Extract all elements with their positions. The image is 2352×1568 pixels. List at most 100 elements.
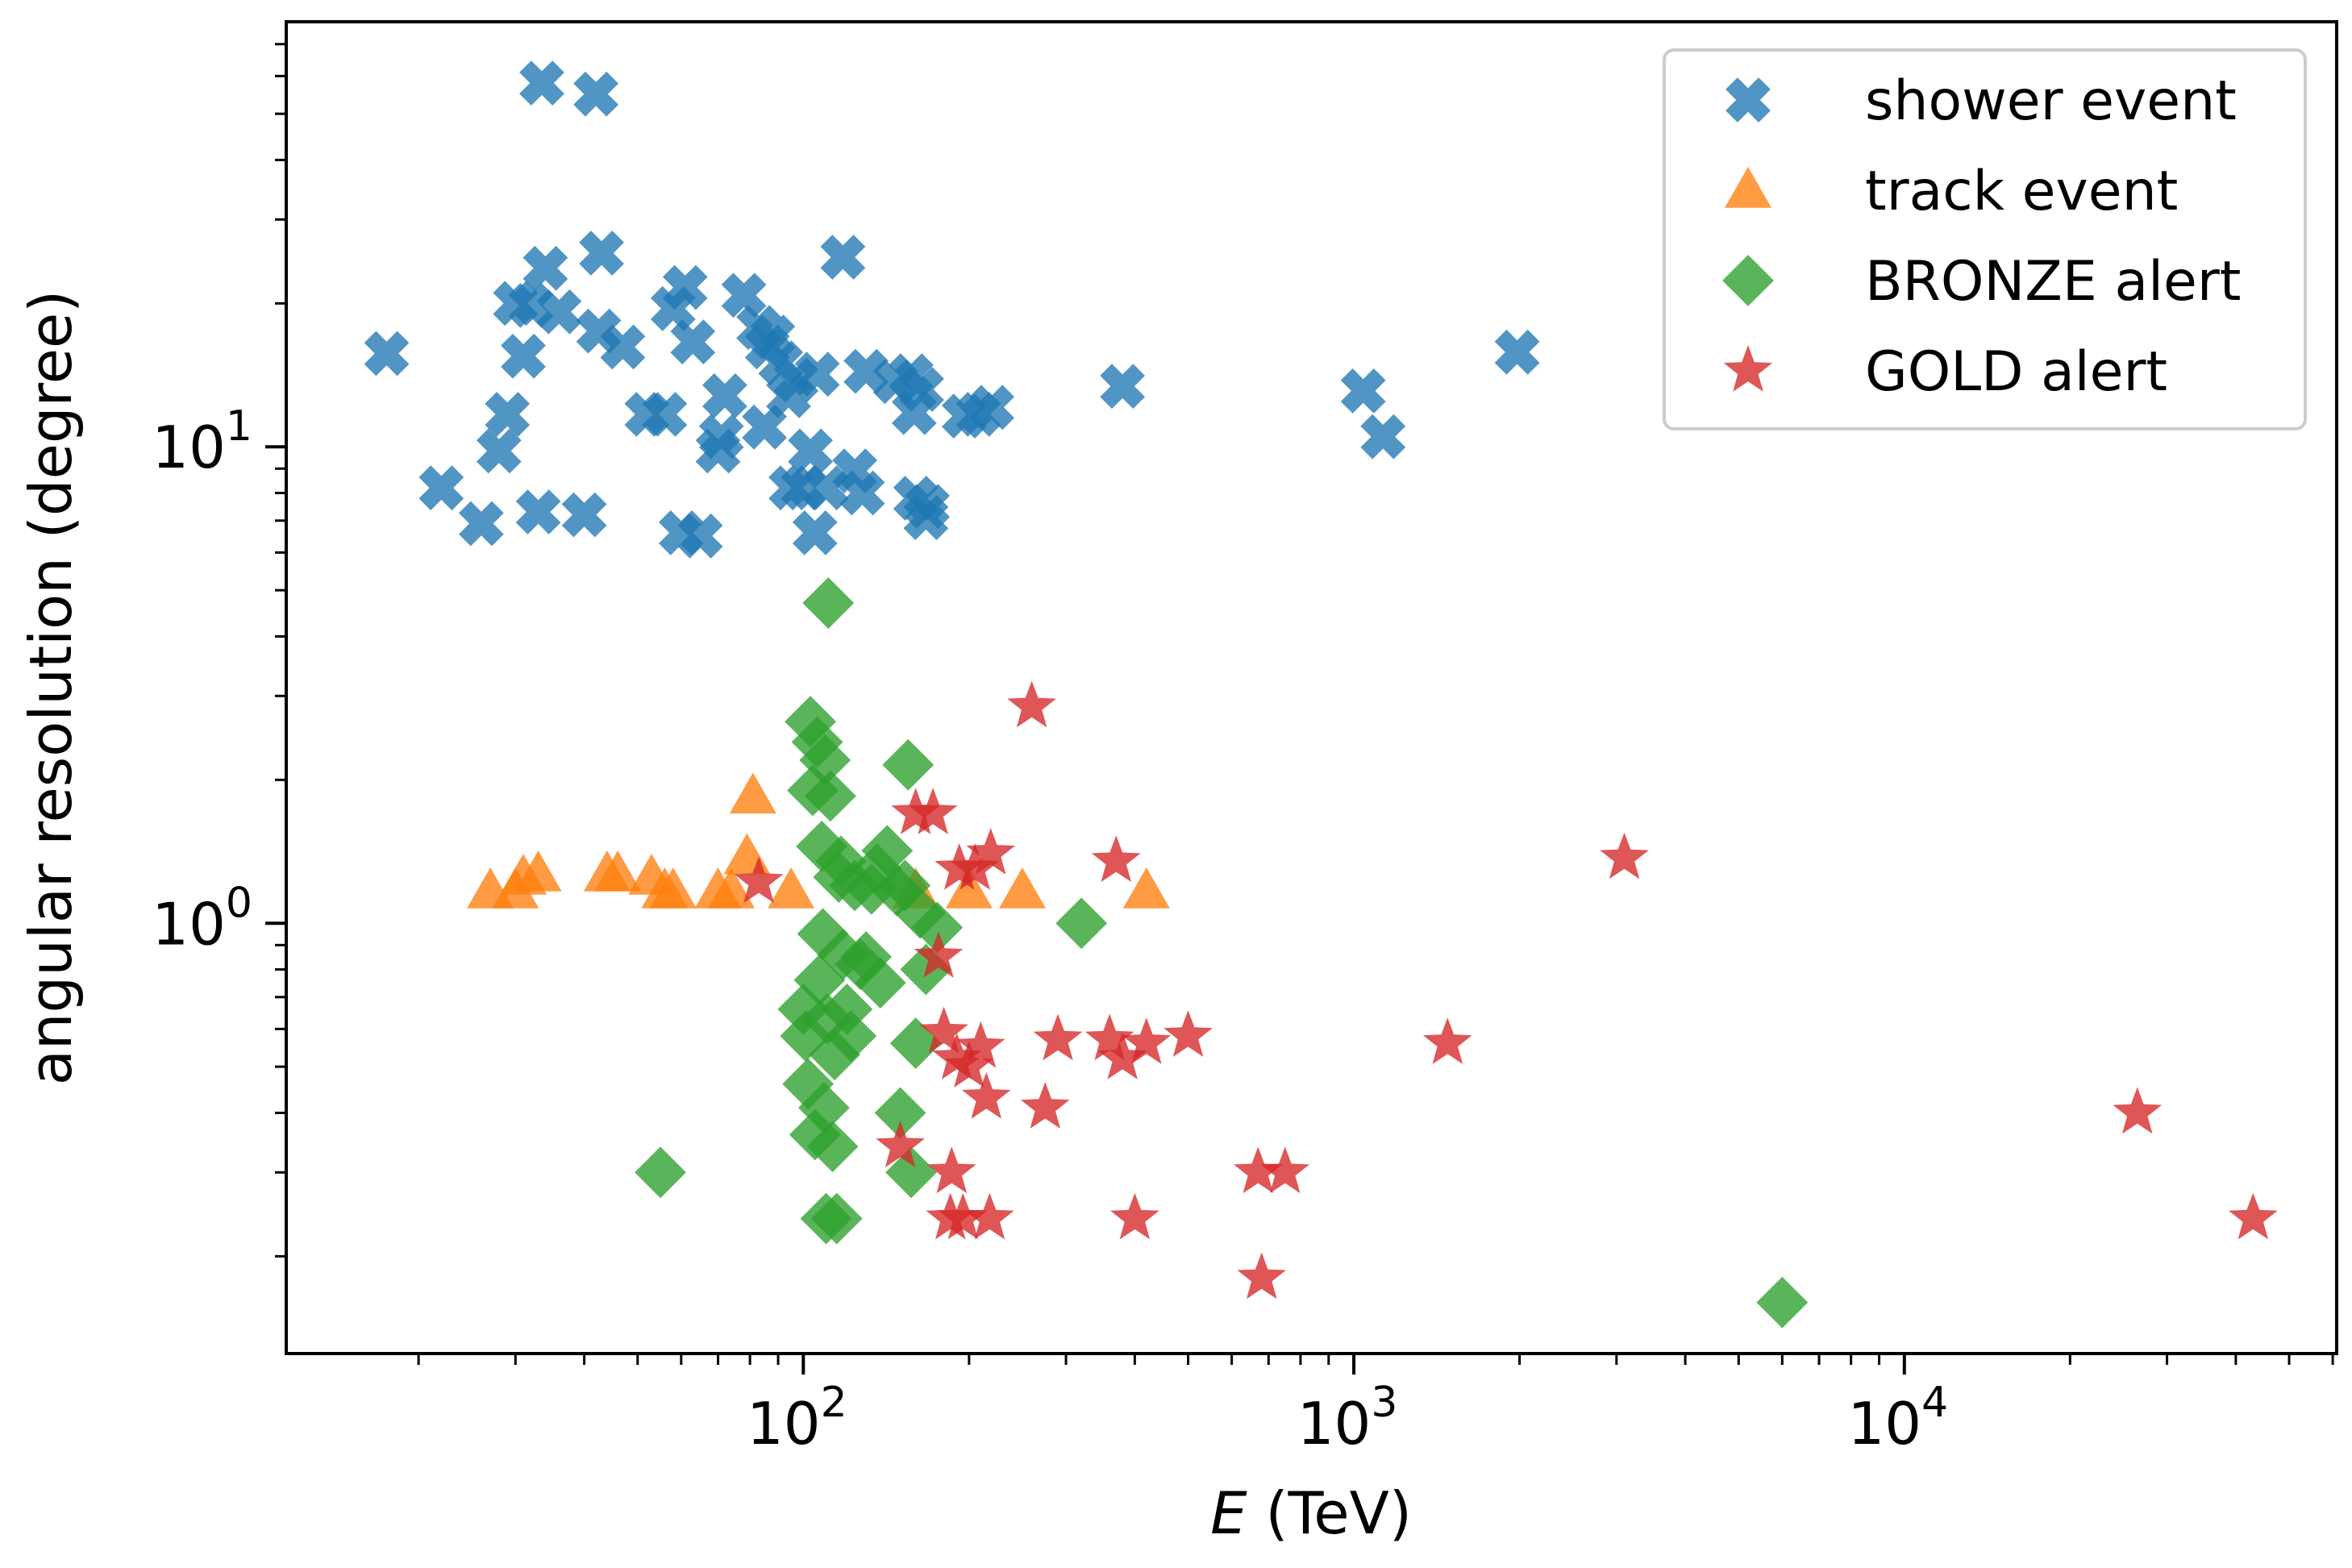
point-diamond-40 (911, 901, 964, 954)
point-x-12 (561, 492, 607, 538)
point-triangle-5 (594, 850, 642, 892)
point-star-17 (1007, 680, 1056, 728)
point-star-27 (1237, 1252, 1286, 1300)
point-diamond-23 (821, 984, 873, 1035)
point-x-6 (501, 333, 546, 379)
point-triangle-13 (768, 867, 815, 909)
legend-entry: GOLD alert (1723, 340, 2167, 404)
point-star-4 (914, 931, 964, 978)
point-x-22 (670, 319, 716, 364)
point-diamond-35 (882, 738, 935, 791)
point-star-0 (734, 856, 784, 903)
point-star-32 (2229, 1192, 2278, 1240)
point-star-13 (956, 1021, 1005, 1068)
point-triangle-10 (708, 867, 756, 909)
point-diamond-3 (782, 1058, 835, 1110)
point-star-12 (950, 843, 1000, 890)
point-x-16 (600, 324, 646, 370)
point-star-1 (876, 1121, 925, 1167)
point-triangle-3 (514, 850, 562, 892)
point-x-2 (459, 501, 504, 547)
point-x-49 (899, 367, 944, 412)
point-star-18 (1020, 1082, 1070, 1129)
point-x-41 (820, 235, 866, 280)
point-diamond-6 (789, 1108, 841, 1161)
x-axis-variable: E (1210, 1479, 1247, 1547)
point-triangle-15 (945, 867, 993, 909)
point-diamond-34 (879, 859, 931, 912)
x-axis-label: E (TeV) (1210, 1479, 1412, 1547)
legend-marker-star (1723, 345, 1773, 392)
point-star-31 (2113, 1087, 2163, 1134)
point-x-27 (721, 272, 767, 318)
point-x-11 (536, 289, 582, 335)
legend-label: shower event (1865, 69, 2237, 133)
x-axis-unit: (TeV) (1247, 1479, 1412, 1547)
y-axis-ticks: 100 101 (152, 43, 286, 1258)
point-star-25 (1164, 1010, 1213, 1057)
point-x-57 (1360, 414, 1406, 460)
point-x-56 (1340, 368, 1386, 414)
x-axis-ticks: 102 103 104 (417, 1354, 2334, 1458)
point-diamond-16 (805, 770, 856, 822)
point-diamond-41 (1055, 897, 1108, 950)
point-star-22 (1097, 1033, 1147, 1079)
point-x-38 (792, 510, 838, 555)
point-diamond-0 (635, 1146, 686, 1199)
plot-marks (364, 60, 2278, 1329)
point-diamond-33 (874, 1087, 926, 1139)
point-x-9 (519, 60, 564, 106)
series-bronze-alert (635, 577, 1809, 1329)
legend-label: BRONZE alert (1865, 250, 2241, 314)
point-star-7 (927, 1146, 976, 1194)
point-diamond-8 (793, 954, 846, 1006)
point-star-8 (932, 1033, 981, 1079)
point-diamond-17 (806, 1121, 859, 1173)
point-diamond-9 (796, 820, 848, 872)
point-diamond-10 (797, 908, 849, 960)
point-star-24 (1122, 1017, 1172, 1064)
point-diamond-12 (799, 734, 851, 786)
series-track-event (467, 772, 1170, 909)
point-x-0 (364, 331, 410, 376)
legend-marker-diamond (1722, 255, 1774, 306)
point-x-4 (485, 392, 531, 437)
point-diamond-15 (802, 577, 855, 629)
point-x-55 (1100, 364, 1145, 409)
point-diamond-38 (894, 887, 947, 939)
point-diamond-1 (777, 984, 830, 1035)
legend-frame (1663, 48, 2307, 430)
plot-frame (285, 20, 2338, 1355)
point-x-15 (579, 231, 624, 276)
point-star-10 (939, 1192, 988, 1240)
point-star-5 (919, 1006, 968, 1054)
point-x-18 (642, 392, 688, 437)
point-x-54 (969, 385, 1014, 430)
point-diamond-30 (854, 957, 906, 1009)
point-triangle-11 (723, 833, 771, 875)
point-triangle-12 (729, 772, 776, 814)
point-x-44 (843, 348, 889, 394)
point-diamond-42 (1756, 1276, 1809, 1329)
point-star-30 (1600, 832, 1649, 880)
point-diamond-24 (825, 1010, 877, 1062)
point-x-25 (698, 414, 744, 460)
legend-label: track event (1865, 160, 2178, 223)
point-x-37 (788, 428, 833, 474)
x-tick-label: 104 (1847, 1379, 1948, 1458)
legend: shower event track event BRONZE alert GOLD … (1663, 48, 2307, 430)
point-star-16 (966, 828, 1016, 875)
point-diamond-36 (885, 1146, 937, 1199)
point-x-43 (839, 470, 885, 516)
point-star-23 (1110, 1192, 1159, 1240)
point-x-23 (677, 513, 723, 559)
point-star-3 (908, 788, 958, 834)
point-x-26 (702, 373, 747, 418)
point-star-14 (961, 1072, 1011, 1119)
point-x-51 (905, 484, 950, 529)
series-gold-alert (734, 680, 2278, 1300)
point-x-1 (418, 465, 464, 511)
point-x-8 (515, 489, 561, 534)
point-diamond-31 (861, 825, 914, 877)
